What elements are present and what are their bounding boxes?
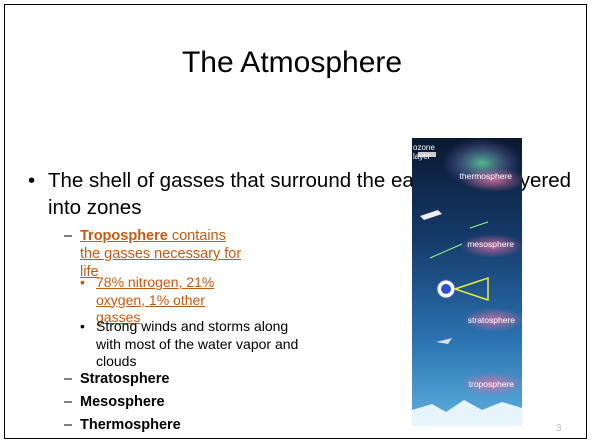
glow xyxy=(460,372,522,396)
layer-label: mesosphere xyxy=(467,239,514,249)
slide-title: The Atmosphere xyxy=(181,46,403,79)
ozone-icon xyxy=(441,284,451,294)
sub-bullet: Thermosphere xyxy=(80,416,181,434)
plane xyxy=(436,338,452,344)
sub-bullet: Troposphere contains the gasses necessar… xyxy=(80,227,250,281)
dash-marker: – xyxy=(64,228,73,244)
bullet-marker: • xyxy=(28,169,36,192)
dash-marker: – xyxy=(64,371,73,387)
sub-bullet: Stratosphere xyxy=(80,370,169,388)
slide-number: 3 xyxy=(556,423,562,434)
bold-term: Troposphere xyxy=(80,228,168,244)
bullet-marker: • xyxy=(80,274,85,290)
glow xyxy=(462,168,522,192)
dash-marker: – xyxy=(64,417,73,433)
meteor xyxy=(469,221,489,229)
bold-term: Mesosphere xyxy=(80,394,165,410)
ozone-label: ozone layer xyxy=(413,143,435,161)
satellite xyxy=(418,152,436,157)
sub-sub-bullet: Strong winds and storms along with most … xyxy=(96,318,299,369)
layer-label: stratosphere xyxy=(468,315,516,325)
sub-sub-bullet: 78% nitrogen, 21% oxygen, 1% other gasse… xyxy=(96,274,215,325)
glow xyxy=(462,308,522,332)
layer-label: thermosphere xyxy=(460,171,513,181)
mountains xyxy=(412,400,522,426)
glow xyxy=(460,234,522,258)
layer-label: troposphere xyxy=(469,379,515,389)
sub-bullet-text: contains the gasses necessary for life xyxy=(80,228,242,280)
sub-bullet: Mesosphere xyxy=(80,393,165,411)
ozone-pointer xyxy=(452,276,489,302)
atmosphere-image: thermosphere mesosphere stratosphere tro… xyxy=(412,138,522,426)
shuttle xyxy=(420,210,442,220)
bold-term: Thermosphere xyxy=(80,417,181,433)
bold-term: Stratosphere xyxy=(80,371,170,387)
dash-marker: – xyxy=(64,394,73,410)
bullet-marker: • xyxy=(80,318,85,334)
meteor xyxy=(429,243,463,259)
